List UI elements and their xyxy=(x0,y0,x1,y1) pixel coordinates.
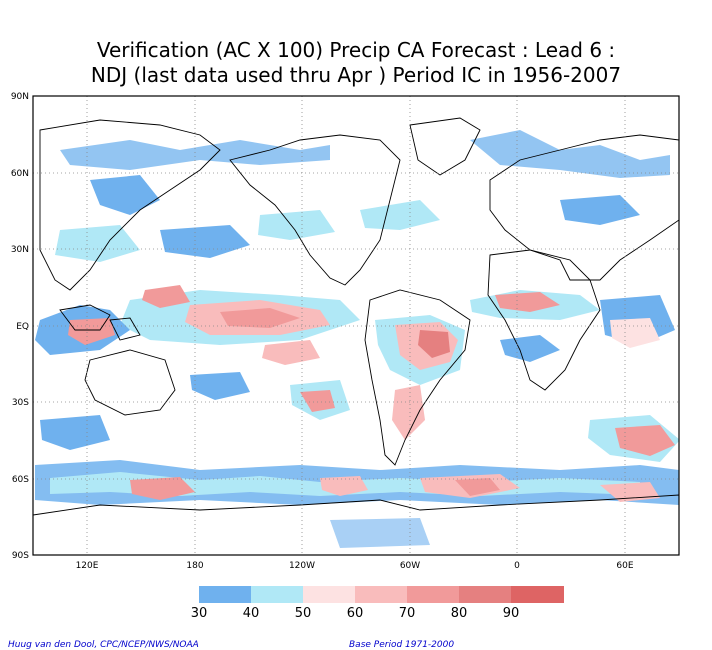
lon-label-120e: 120E xyxy=(76,561,99,571)
colorbar-tick-50: 50 xyxy=(295,606,312,621)
correlation-shading xyxy=(35,130,679,548)
colorbar: 30 40 50 60 70 80 90 xyxy=(191,586,564,621)
colorbar-tick-90: 90 xyxy=(503,606,520,621)
lat-label-60s: 60S xyxy=(12,475,29,485)
credit-author: Huug van den Dool, CPC/NCEP/NWS/NOAA xyxy=(8,640,199,650)
lon-label-60e: 60E xyxy=(616,561,633,571)
lon-label-180: 180 xyxy=(186,561,203,571)
lat-label-30s: 30S xyxy=(12,398,29,408)
map-title-line-2: NDJ (last data used thru Apr ) Period IC… xyxy=(90,63,622,87)
lon-label-60w: 60W xyxy=(400,561,420,571)
colorbar-tick-70: 70 xyxy=(399,606,416,621)
colorbar-tick-80: 80 xyxy=(451,606,468,621)
colorbar-tick-40: 40 xyxy=(243,606,260,621)
credit-base-period: Base Period 1971-2000 xyxy=(349,640,455,650)
lat-label-90n: 90N xyxy=(11,92,29,102)
colorbar-bin-1 xyxy=(199,586,251,603)
longitude-labels: 120E 180 120W 60W 0 60E xyxy=(76,561,634,571)
colorbar-bin-4 xyxy=(355,586,407,603)
graticule xyxy=(33,96,679,555)
map-title-line-1: Verification (AC X 100) Precip CA Foreca… xyxy=(96,38,616,62)
lat-label-30n: 30N xyxy=(11,245,29,255)
colorbar-bin-3 xyxy=(303,586,355,603)
colorbar-bin-5 xyxy=(407,586,459,603)
coastlines xyxy=(33,117,679,555)
lat-label-60n: 60N xyxy=(11,169,29,179)
latitude-labels: 90N 60N 30N EQ 30S 60S 90S xyxy=(11,92,29,561)
lon-label-0: 0 xyxy=(514,561,520,571)
colorbar-tick-30: 30 xyxy=(191,606,208,621)
colorbar-bin-7 xyxy=(511,586,564,603)
lat-label-eq: EQ xyxy=(16,322,29,332)
colorbar-bin-6 xyxy=(459,586,511,603)
map-frame xyxy=(32,95,680,556)
lat-label-90s: 90S xyxy=(12,551,29,561)
colorbar-bin-2 xyxy=(251,586,303,603)
colorbar-tick-60: 60 xyxy=(347,606,364,621)
lon-label-120w: 120W xyxy=(289,561,315,571)
